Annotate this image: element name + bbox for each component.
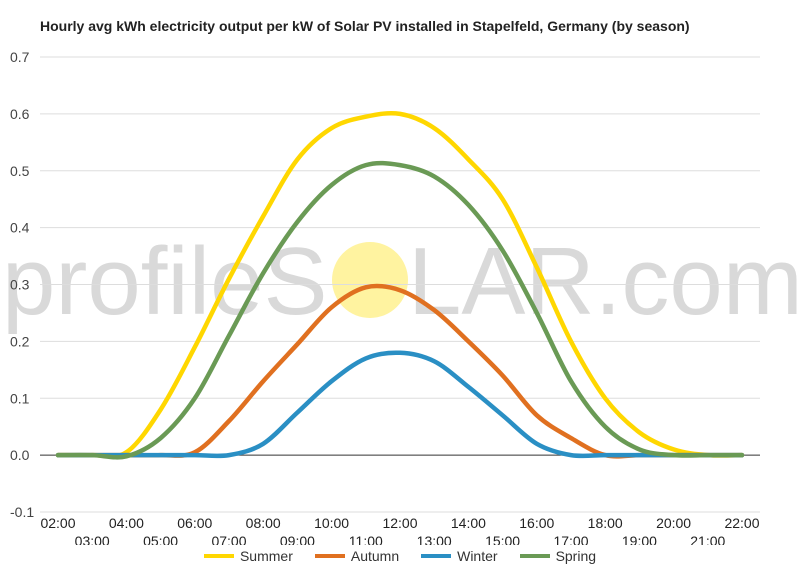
series-line-spring: [55, 160, 745, 460]
watermark-text-right: LAR.com: [408, 228, 800, 335]
legend-item-winter: Winter: [421, 548, 498, 564]
x-tick-label: 10:00: [314, 515, 349, 531]
y-tick-label: 0.2: [10, 333, 30, 349]
legend-label: Winter: [457, 548, 498, 564]
series-lines: [55, 110, 745, 460]
series-line-summer: [55, 110, 745, 459]
legend-swatch: [519, 554, 550, 558]
x-tick-label: 15:00: [485, 533, 520, 545]
y-axis: -0.1 0.0 0.1 0.2 0.3 0.4 0.5 0.6 0.7: [10, 49, 34, 520]
watermark-text-left: profileS: [2, 228, 328, 335]
y-tick-label: 0.1: [10, 390, 30, 406]
series-line-winter: [55, 350, 745, 459]
x-tick-label: 13:00: [417, 533, 452, 545]
x-tick-label: 20:00: [656, 515, 691, 531]
x-tick-label: 22:00: [724, 515, 759, 531]
y-tick-label: 0.3: [10, 277, 30, 293]
y-tick-label: 0.0: [10, 447, 30, 463]
x-tick-label: 21:00: [690, 533, 725, 545]
legend-item-spring: Spring: [519, 548, 597, 564]
legend-swatch: [421, 554, 452, 558]
legend-item-summer: Summer: [203, 548, 293, 564]
legend-label: Autumn: [350, 548, 400, 564]
x-tick-label: 02:00: [40, 515, 75, 531]
watermark-sun: [332, 242, 408, 318]
x-tick-label: 14:00: [451, 515, 486, 531]
y-tick-label: 0.5: [10, 163, 30, 179]
legend-item-autumn: Autumn: [314, 548, 400, 564]
legend-swatch: [203, 554, 234, 558]
x-tick-label: 04:00: [109, 515, 144, 531]
x-tick-label: 12:00: [382, 515, 417, 531]
legend-label: Summer: [239, 548, 293, 564]
x-tick-label: 07:00: [211, 533, 246, 545]
legend-swatch: [314, 554, 345, 558]
x-tick-label: 19:00: [622, 533, 657, 545]
x-tick-label: 06:00: [177, 515, 212, 531]
legend: Summer Autumn Winter Spring: [0, 548, 800, 564]
legend-label: Spring: [555, 548, 597, 564]
x-tick-label: 05:00: [143, 533, 178, 545]
x-tick-label: 16:00: [519, 515, 554, 531]
x-tick-label: 18:00: [588, 515, 623, 531]
x-tick-label: 03:00: [75, 533, 110, 545]
y-tick-label: 0.4: [10, 220, 30, 236]
watermark: profileS LAR.com: [2, 228, 800, 335]
x-tick-label: 11:00: [349, 533, 383, 545]
chart-title: Hourly avg kWh electricity output per kW…: [40, 18, 690, 34]
y-tick-label: 0.6: [10, 106, 30, 122]
x-tick-label: 17:00: [553, 533, 588, 545]
x-tick-label: 08:00: [246, 515, 281, 531]
x-tick-label: 09:00: [280, 533, 315, 545]
y-tick-label: -0.1: [10, 504, 34, 520]
y-tick-label: 0.7: [10, 49, 30, 65]
line-chart: profileS LAR.com -0.1 0.0 0.1 0.2 0.3 0.4 0.5 0…: [2, 49, 800, 545]
gridlines: [40, 56, 760, 513]
